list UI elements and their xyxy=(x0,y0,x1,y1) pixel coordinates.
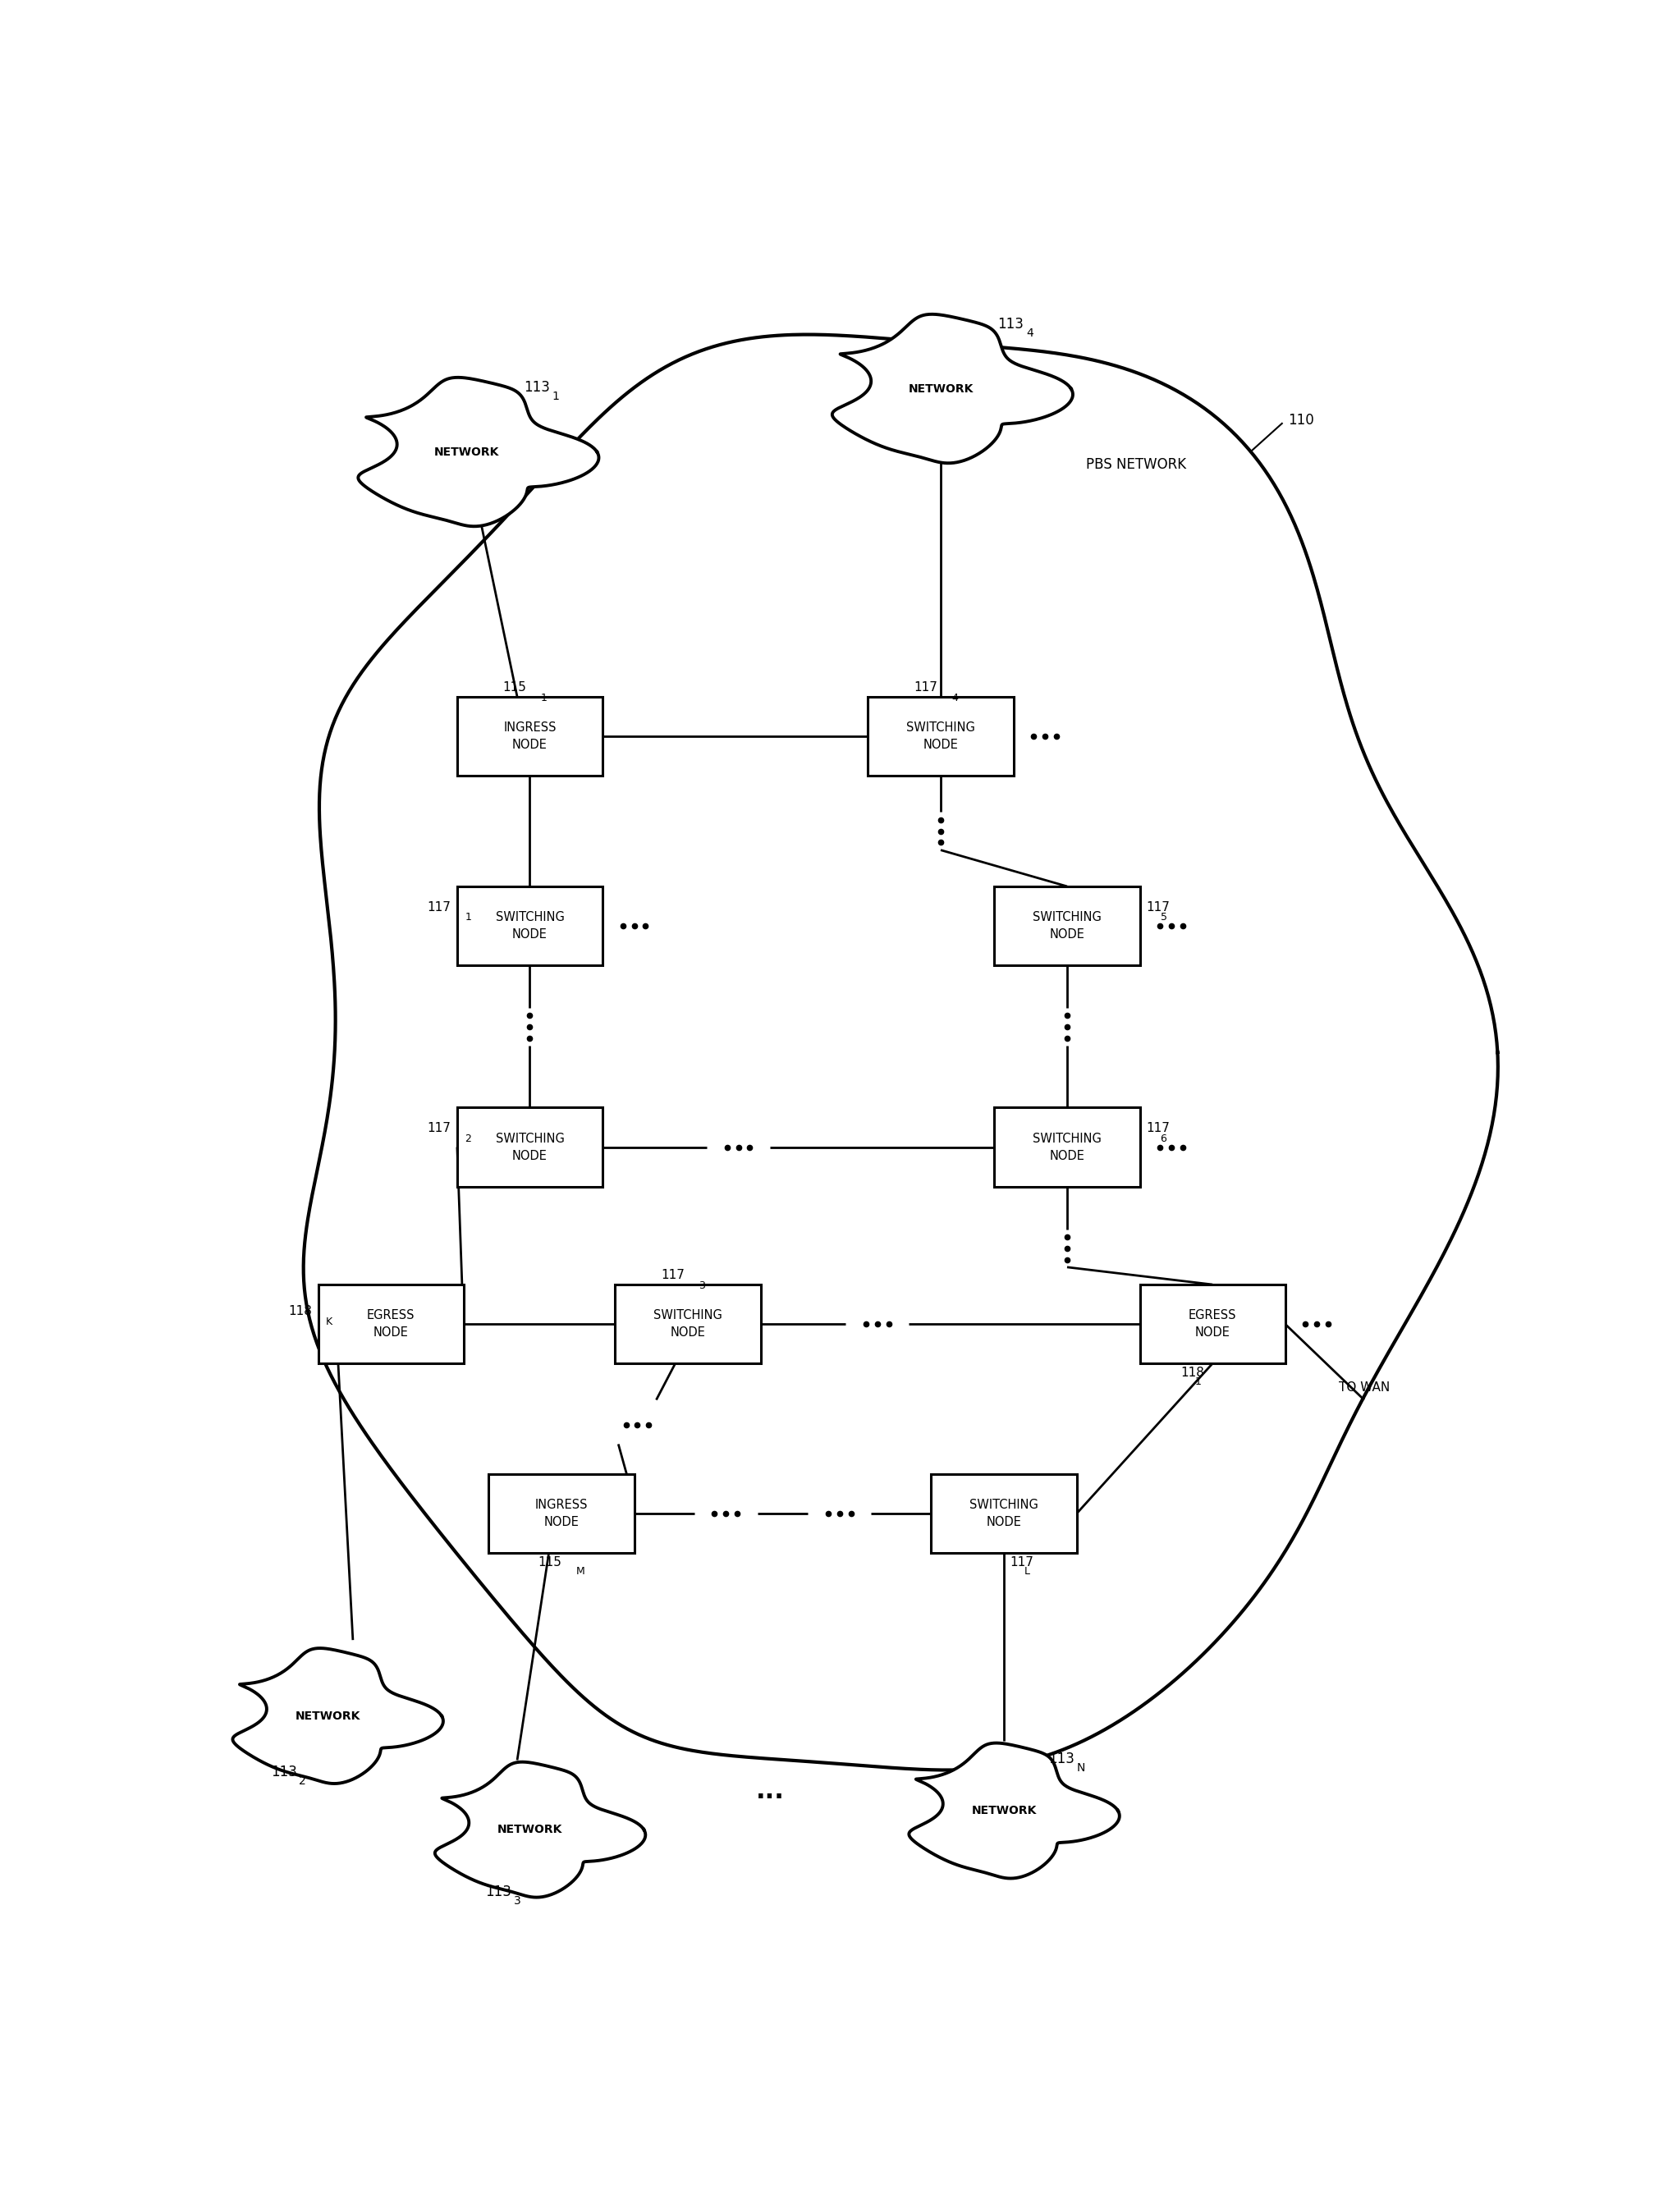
FancyBboxPatch shape xyxy=(458,697,602,776)
Polygon shape xyxy=(359,378,599,526)
Text: SWITCHING
NODE: SWITCHING NODE xyxy=(654,1310,723,1338)
Text: INGRESS
NODE: INGRESS NODE xyxy=(535,1500,589,1528)
Text: SWITCHING
NODE: SWITCHING NODE xyxy=(495,1133,563,1161)
FancyBboxPatch shape xyxy=(994,887,1140,964)
Text: NETWORK: NETWORK xyxy=(434,447,500,458)
FancyBboxPatch shape xyxy=(488,1473,634,1553)
FancyBboxPatch shape xyxy=(931,1473,1077,1553)
Text: 115: 115 xyxy=(538,1557,562,1568)
Text: L: L xyxy=(1025,1566,1030,1577)
Text: TO WAN: TO WAN xyxy=(1338,1380,1390,1394)
Text: 113: 113 xyxy=(523,380,550,396)
FancyBboxPatch shape xyxy=(1140,1285,1285,1363)
Text: 6: 6 xyxy=(1160,1133,1167,1144)
Text: 117: 117 xyxy=(428,1121,451,1135)
Text: NETWORK: NETWORK xyxy=(971,1805,1036,1816)
FancyBboxPatch shape xyxy=(994,1108,1140,1186)
Text: 113: 113 xyxy=(998,316,1023,332)
Text: 3: 3 xyxy=(699,1281,706,1292)
Text: 5: 5 xyxy=(1160,911,1167,922)
Text: 1: 1 xyxy=(465,911,471,922)
Text: NETWORK: NETWORK xyxy=(909,383,973,394)
Text: 1: 1 xyxy=(552,392,558,403)
FancyBboxPatch shape xyxy=(615,1285,761,1363)
Polygon shape xyxy=(434,1763,646,1898)
Text: NETWORK: NETWORK xyxy=(295,1710,361,1721)
Polygon shape xyxy=(909,1743,1120,1878)
Text: SWITCHING
NODE: SWITCHING NODE xyxy=(495,911,563,940)
Text: SWITCHING
NODE: SWITCHING NODE xyxy=(1033,911,1102,940)
Text: 117: 117 xyxy=(1145,900,1171,914)
Text: NETWORK: NETWORK xyxy=(498,1825,562,1836)
Text: 4: 4 xyxy=(1026,327,1033,338)
Text: 1: 1 xyxy=(542,692,547,703)
Text: 117: 117 xyxy=(914,681,937,695)
Text: EGRESS
NODE: EGRESS NODE xyxy=(1189,1310,1236,1338)
Text: M: M xyxy=(575,1566,585,1577)
Text: 117: 117 xyxy=(428,900,451,914)
Polygon shape xyxy=(304,334,1498,1770)
Text: 4: 4 xyxy=(953,692,958,703)
Text: SWITCHING
NODE: SWITCHING NODE xyxy=(969,1500,1038,1528)
Text: 2: 2 xyxy=(299,1776,307,1787)
Text: 110: 110 xyxy=(1288,414,1315,427)
FancyBboxPatch shape xyxy=(869,697,1013,776)
Text: 113: 113 xyxy=(486,1885,511,1900)
Text: 3: 3 xyxy=(515,1896,522,1907)
Text: 118: 118 xyxy=(288,1305,312,1318)
Polygon shape xyxy=(233,1648,443,1783)
Text: 117: 117 xyxy=(1145,1121,1171,1135)
Text: SWITCHING
NODE: SWITCHING NODE xyxy=(906,721,974,752)
Text: PBS NETWORK: PBS NETWORK xyxy=(1087,458,1186,471)
Text: SWITCHING
NODE: SWITCHING NODE xyxy=(1033,1133,1102,1161)
Text: ...: ... xyxy=(756,1781,785,1803)
Text: INGRESS
NODE: INGRESS NODE xyxy=(503,721,557,752)
Text: 2: 2 xyxy=(465,1133,471,1144)
Text: 117: 117 xyxy=(1010,1557,1035,1568)
Text: 118: 118 xyxy=(1181,1367,1204,1378)
Text: 113: 113 xyxy=(270,1765,297,1778)
Text: 113: 113 xyxy=(1048,1752,1075,1767)
Text: 1: 1 xyxy=(1196,1376,1201,1387)
Polygon shape xyxy=(832,314,1073,462)
Text: 115: 115 xyxy=(503,681,527,695)
Text: N: N xyxy=(1077,1763,1085,1774)
Text: 117: 117 xyxy=(661,1270,684,1281)
Text: EGRESS
NODE: EGRESS NODE xyxy=(367,1310,414,1338)
FancyBboxPatch shape xyxy=(458,1108,602,1186)
FancyBboxPatch shape xyxy=(319,1285,463,1363)
FancyBboxPatch shape xyxy=(458,887,602,964)
Text: K: K xyxy=(325,1316,332,1327)
